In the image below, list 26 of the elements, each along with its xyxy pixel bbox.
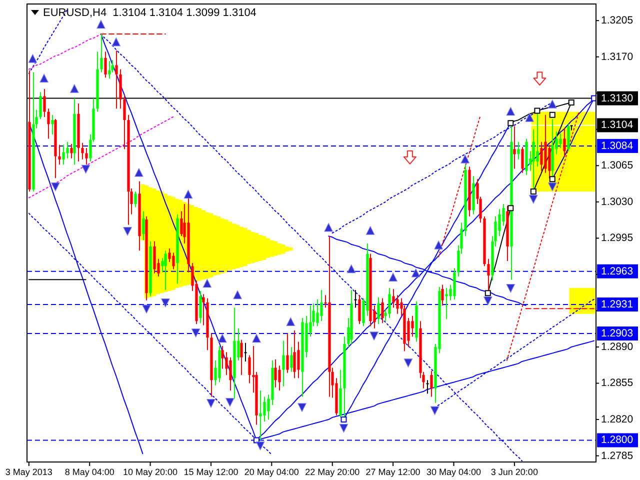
x-tick-label: 20 May 04:00 xyxy=(244,467,299,477)
y-tick-label: 1.3065 xyxy=(601,160,634,172)
y-tick-label: 1.3205 xyxy=(601,14,634,27)
ref-line-label: 1.2963 xyxy=(601,265,634,278)
ref-line-label: 1.3084 xyxy=(601,140,634,152)
y-tick-label: 1.2995 xyxy=(601,232,634,244)
x-tick-label: 3 Jun 20:00 xyxy=(490,467,538,477)
y-tick-label: 1.3170 xyxy=(601,50,634,63)
ref-line-label: 1.2800 xyxy=(601,434,634,446)
ref-line-label: 1.2903 xyxy=(601,328,634,340)
x-tick-label: 8 May 04:00 xyxy=(64,467,114,477)
y-tick-label: 1.2785 xyxy=(601,450,634,462)
x-tick-label: 3 May 2013 xyxy=(5,467,52,477)
ref-line-label: 1.3104 xyxy=(601,119,634,132)
x-tick-label: 15 May 12:00 xyxy=(184,467,238,477)
y-tick-label: 1.3030 xyxy=(601,196,634,208)
x-tick-label: 30 May 04:00 xyxy=(426,467,482,477)
ref-line-label: 1.2931 xyxy=(601,298,634,310)
y-tick-label: 1.2890 xyxy=(601,340,634,353)
x-tick-label: 22 May 20:00 xyxy=(305,467,360,477)
x-tick-label: 10 May 20:00 xyxy=(123,467,178,477)
ref-line-label: 1.3130 xyxy=(601,92,634,104)
y-tick-label: 1.2855 xyxy=(601,377,634,390)
x-tick-label: 27 May 12:00 xyxy=(366,467,420,477)
chart-title: EURUSD,H4 1.3104 1.3104 1.3099 1.3104 xyxy=(43,7,256,19)
y-tick-label: 1.2820 xyxy=(601,414,634,426)
